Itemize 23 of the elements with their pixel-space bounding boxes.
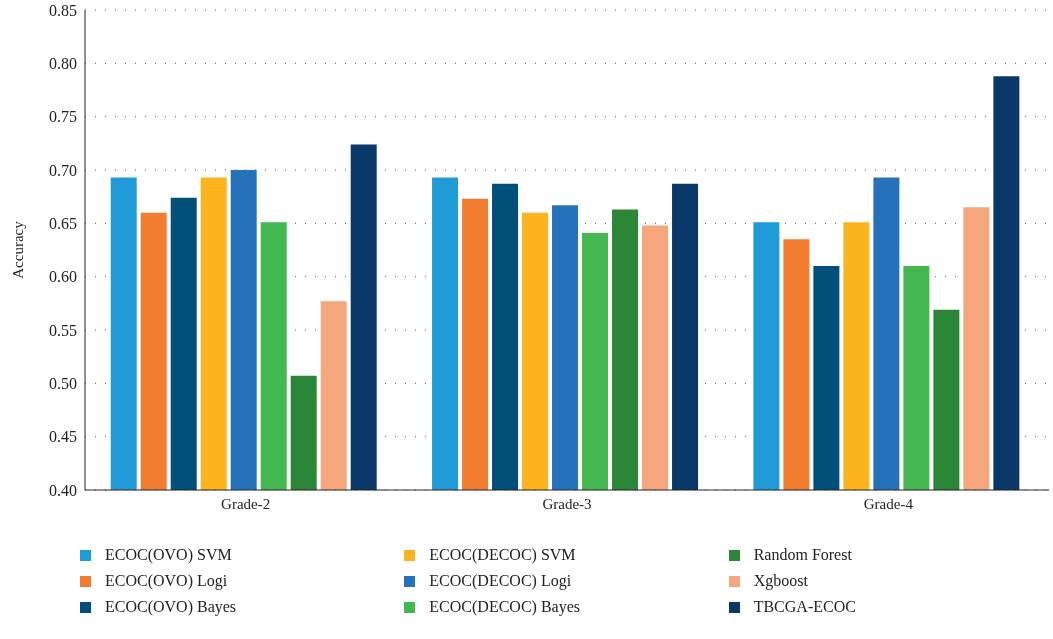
- legend-label: ECOC(DECOC) Logi: [429, 572, 572, 590]
- legend-label: ECOC(OVO) SVM: [105, 546, 232, 564]
- y-tick-label: 0.75: [49, 108, 77, 126]
- x-tick-label: Grade-2: [221, 495, 271, 512]
- y-tick-label: 0.60: [49, 268, 77, 286]
- y-tick-label: 0.50: [49, 375, 77, 393]
- y-tick-label: 0.65: [49, 215, 77, 233]
- y-tick-label: 0.40: [49, 481, 77, 499]
- y-axis-title: Accuracy: [10, 220, 27, 279]
- y-tick-label: 0.85: [49, 1, 77, 19]
- y-tick-label: 0.80: [49, 55, 77, 73]
- legend-label: TBCGA-ECOC: [753, 598, 856, 616]
- legend-label: Random Forest: [753, 546, 852, 564]
- y-tick-label: 0.45: [49, 428, 77, 446]
- legend-label: ECOC(OVO) Logi: [105, 572, 228, 590]
- y-tick-label: 0.55: [49, 321, 77, 339]
- legend-label: ECOC(DECOC) SVM: [429, 546, 576, 564]
- legend-label: ECOC(DECOC) Bayes: [429, 598, 580, 616]
- y-tick-label: 0.70: [49, 161, 77, 179]
- legend-label: ECOC(OVO) Bayes: [105, 598, 237, 616]
- x-tick-label: Grade-3: [542, 495, 592, 512]
- legend-label: Xgboost: [753, 572, 808, 590]
- x-tick-label: Grade-4: [863, 495, 914, 512]
